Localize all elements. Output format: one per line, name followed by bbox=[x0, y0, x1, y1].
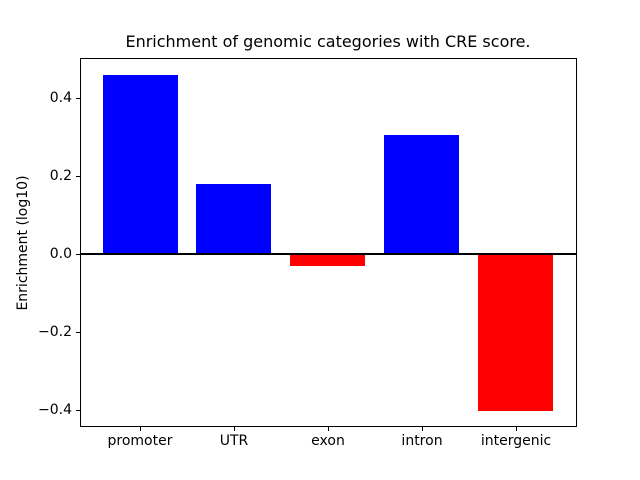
bar-intron bbox=[384, 135, 459, 254]
y-tick-label: 0.0 bbox=[49, 246, 72, 262]
y-tick-label: 0.4 bbox=[49, 90, 72, 106]
x-tick-label: intergenic bbox=[480, 433, 552, 449]
x-tick-label: intron bbox=[401, 433, 443, 449]
y-tick-mark bbox=[76, 410, 80, 411]
y-tick-mark bbox=[76, 176, 80, 177]
y-tick-mark bbox=[76, 332, 80, 333]
bar-exon bbox=[290, 254, 365, 266]
x-tick-label: exon bbox=[311, 433, 345, 449]
y-tick-mark bbox=[76, 254, 80, 255]
x-tick-mark bbox=[422, 427, 423, 431]
bar-UTR bbox=[196, 184, 271, 254]
y-tick-label: −0.2 bbox=[38, 324, 72, 340]
y-tick-label: 0.2 bbox=[49, 168, 72, 184]
x-tick-mark bbox=[328, 427, 329, 431]
x-tick-label: UTR bbox=[219, 433, 249, 449]
x-tick-label: promoter bbox=[107, 433, 173, 449]
plot-area bbox=[80, 58, 577, 427]
x-tick-mark bbox=[516, 427, 517, 431]
zero-line bbox=[81, 253, 576, 255]
chart-title: Enrichment of genomic categories with CR… bbox=[125, 32, 531, 51]
y-tick-label: −0.4 bbox=[38, 402, 72, 418]
x-tick-mark bbox=[234, 427, 235, 431]
bar-intergenic bbox=[478, 254, 553, 411]
x-tick-mark bbox=[140, 427, 141, 431]
y-axis-label: Enrichment (log10) bbox=[15, 175, 31, 311]
bar-promoter bbox=[103, 75, 178, 254]
y-tick-mark bbox=[76, 98, 80, 99]
